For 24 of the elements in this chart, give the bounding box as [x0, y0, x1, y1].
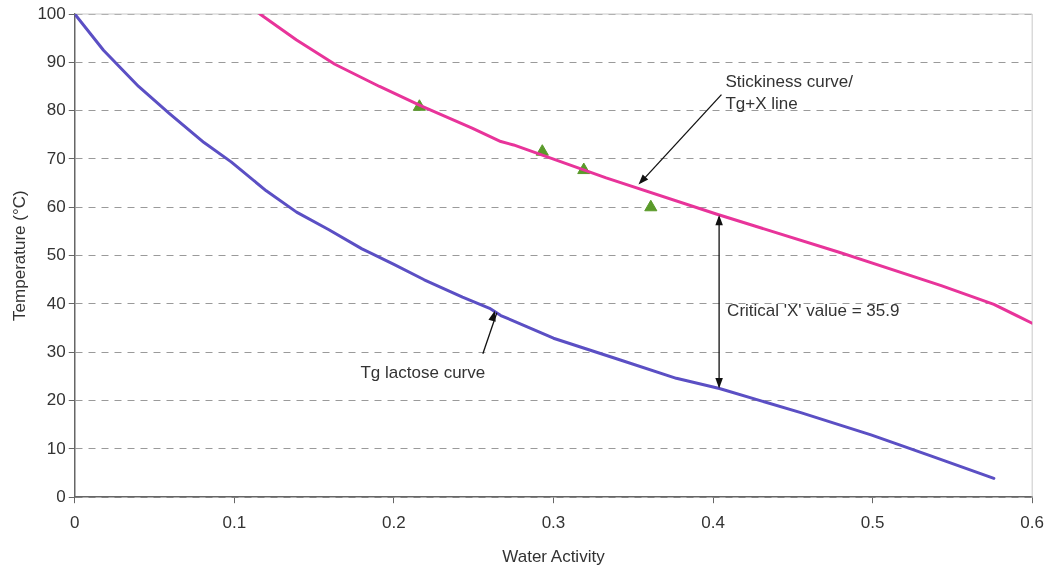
y-axis-title: Temperature (°C) [9, 190, 29, 321]
y-tick-label: 10 [46, 438, 66, 458]
y-tick-label: 0 [56, 486, 66, 506]
x-tick-label: 0.1 [222, 513, 247, 533]
y-tick-label: 20 [46, 390, 66, 410]
x-axis-title: Water Activity [502, 547, 606, 567]
y-tick-label: 40 [46, 293, 66, 313]
x-tick-label: 0.2 [382, 513, 406, 533]
x-tick-label: 0.5 [860, 513, 885, 533]
y-tick-label: 70 [46, 148, 66, 168]
y-tick-label: 60 [46, 196, 66, 216]
x-tick-label: 0 [70, 513, 80, 533]
annotation: Tg lactose curve [360, 363, 486, 383]
x-tick-label: 0.3 [541, 513, 566, 533]
y-tick-label: 50 [46, 245, 66, 265]
y-tick-label: 90 [46, 52, 66, 72]
y-tick-label: 100 [37, 3, 66, 23]
annotation: Critical 'X' value = 35.9 [727, 301, 900, 321]
point [644, 199, 658, 212]
y-tick-label: 80 [46, 100, 66, 120]
x-tick-label: 0.6 [1020, 513, 1044, 533]
y-tick-label: 30 [46, 341, 66, 361]
x-tick-label: 0.4 [701, 513, 725, 533]
annotation: Stickiness curve/ Tg+X line [725, 72, 854, 114]
